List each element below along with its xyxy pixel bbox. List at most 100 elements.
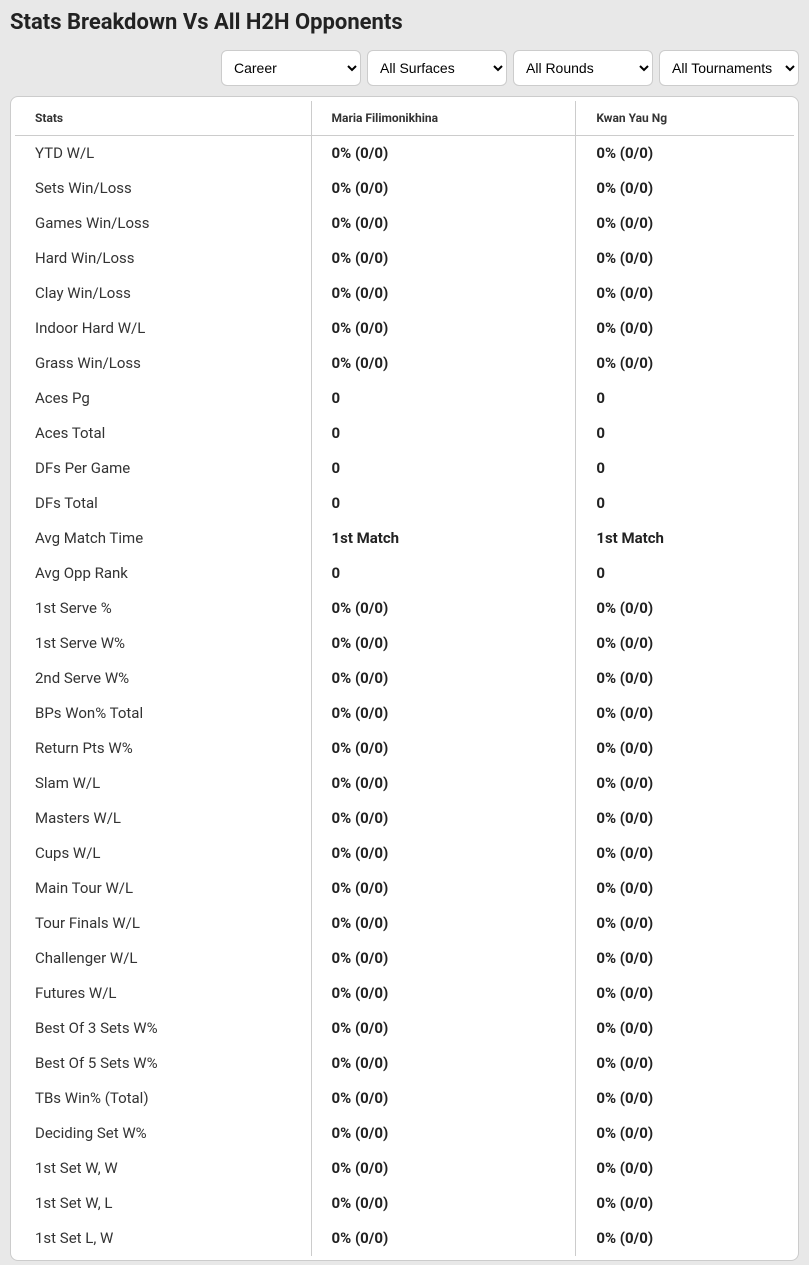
table-row: YTD W/L0% (0/0)0% (0/0) bbox=[15, 136, 794, 171]
stat-value-player1: 0% (0/0) bbox=[311, 976, 576, 1011]
page-title: Stats Breakdown Vs All H2H Opponents bbox=[10, 10, 799, 35]
stats-table-container: Stats Maria Filimonikhina Kwan Yau Ng YT… bbox=[10, 96, 799, 1261]
stat-value-player1: 0% (0/0) bbox=[311, 1011, 576, 1046]
stat-label: Indoor Hard W/L bbox=[15, 311, 311, 346]
stat-value-player1: 0 bbox=[311, 381, 576, 416]
stat-value-player2: 0% (0/0) bbox=[576, 836, 794, 871]
stat-value-player2: 0% (0/0) bbox=[576, 1151, 794, 1186]
tournaments-select[interactable]: All Tournaments bbox=[659, 50, 799, 86]
stat-value-player2: 0% (0/0) bbox=[576, 661, 794, 696]
stat-value-player1: 0% (0/0) bbox=[311, 171, 576, 206]
stat-value-player2: 0% (0/0) bbox=[576, 241, 794, 276]
stat-value-player1: 0% (0/0) bbox=[311, 1046, 576, 1081]
stat-value-player1: 0 bbox=[311, 416, 576, 451]
stat-value-player2: 0% (0/0) bbox=[576, 171, 794, 206]
stat-label: Hard Win/Loss bbox=[15, 241, 311, 276]
stat-value-player1: 0% (0/0) bbox=[311, 1221, 576, 1256]
stat-value-player2: 0 bbox=[576, 451, 794, 486]
stat-value-player2: 0 bbox=[576, 486, 794, 521]
table-row: Indoor Hard W/L0% (0/0)0% (0/0) bbox=[15, 311, 794, 346]
table-row: BPs Won% Total0% (0/0)0% (0/0) bbox=[15, 696, 794, 731]
stat-value-player1: 1st Match bbox=[311, 521, 576, 556]
stat-value-player1: 0% (0/0) bbox=[311, 1186, 576, 1221]
table-row: Aces Total00 bbox=[15, 416, 794, 451]
stat-label: Avg Opp Rank bbox=[15, 556, 311, 591]
stat-value-player1: 0% (0/0) bbox=[311, 311, 576, 346]
stat-value-player1: 0% (0/0) bbox=[311, 1081, 576, 1116]
stat-value-player2: 0% (0/0) bbox=[576, 311, 794, 346]
stat-label: Best Of 3 Sets W% bbox=[15, 1011, 311, 1046]
stat-value-player2: 0% (0/0) bbox=[576, 731, 794, 766]
stat-label: 1st Set L, W bbox=[15, 1221, 311, 1256]
table-row: Masters W/L0% (0/0)0% (0/0) bbox=[15, 801, 794, 836]
stat-value-player1: 0% (0/0) bbox=[311, 731, 576, 766]
stat-label: Aces Total bbox=[15, 416, 311, 451]
rounds-select[interactable]: All Rounds bbox=[513, 50, 653, 86]
stat-value-player2: 0% (0/0) bbox=[576, 1116, 794, 1151]
stat-value-player2: 0% (0/0) bbox=[576, 206, 794, 241]
stat-value-player1: 0 bbox=[311, 451, 576, 486]
stat-value-player1: 0% (0/0) bbox=[311, 941, 576, 976]
table-row: 1st Set W, W0% (0/0)0% (0/0) bbox=[15, 1151, 794, 1186]
table-row: Clay Win/Loss0% (0/0)0% (0/0) bbox=[15, 276, 794, 311]
table-row: 1st Set L, W0% (0/0)0% (0/0) bbox=[15, 1221, 794, 1256]
table-row: Slam W/L0% (0/0)0% (0/0) bbox=[15, 766, 794, 801]
stat-label: 1st Serve % bbox=[15, 591, 311, 626]
table-row: Deciding Set W%0% (0/0)0% (0/0) bbox=[15, 1116, 794, 1151]
table-row: Sets Win/Loss0% (0/0)0% (0/0) bbox=[15, 171, 794, 206]
stat-value-player2: 0 bbox=[576, 416, 794, 451]
stat-value-player1: 0% (0/0) bbox=[311, 206, 576, 241]
table-row: Aces Pg00 bbox=[15, 381, 794, 416]
table-row: Games Win/Loss0% (0/0)0% (0/0) bbox=[15, 206, 794, 241]
surfaces-select[interactable]: All Surfaces bbox=[367, 50, 507, 86]
table-row: 1st Serve W%0% (0/0)0% (0/0) bbox=[15, 626, 794, 661]
table-row: Best Of 3 Sets W%0% (0/0)0% (0/0) bbox=[15, 1011, 794, 1046]
stat-value-player2: 1st Match bbox=[576, 521, 794, 556]
stat-value-player2: 0 bbox=[576, 556, 794, 591]
table-row: Main Tour W/L0% (0/0)0% (0/0) bbox=[15, 871, 794, 906]
stat-label: Best Of 5 Sets W% bbox=[15, 1046, 311, 1081]
stat-value-player2: 0% (0/0) bbox=[576, 941, 794, 976]
table-row: Futures W/L0% (0/0)0% (0/0) bbox=[15, 976, 794, 1011]
stat-value-player2: 0% (0/0) bbox=[576, 1046, 794, 1081]
stat-value-player2: 0% (0/0) bbox=[576, 801, 794, 836]
table-row: Return Pts W%0% (0/0)0% (0/0) bbox=[15, 731, 794, 766]
table-row: Hard Win/Loss0% (0/0)0% (0/0) bbox=[15, 241, 794, 276]
stat-label: Masters W/L bbox=[15, 801, 311, 836]
table-row: Tour Finals W/L0% (0/0)0% (0/0) bbox=[15, 906, 794, 941]
stat-label: 1st Serve W% bbox=[15, 626, 311, 661]
stat-label: Aces Pg bbox=[15, 381, 311, 416]
stat-value-player1: 0% (0/0) bbox=[311, 836, 576, 871]
table-row: Grass Win/Loss0% (0/0)0% (0/0) bbox=[15, 346, 794, 381]
stat-label: TBs Win% (Total) bbox=[15, 1081, 311, 1116]
stat-value-player2: 0% (0/0) bbox=[576, 1186, 794, 1221]
stat-label: Avg Match Time bbox=[15, 521, 311, 556]
stat-value-player2: 0% (0/0) bbox=[576, 766, 794, 801]
stat-label: DFs Per Game bbox=[15, 451, 311, 486]
stat-value-player2: 0% (0/0) bbox=[576, 696, 794, 731]
stat-value-player2: 0 bbox=[576, 381, 794, 416]
stat-label: 1st Set W, L bbox=[15, 1186, 311, 1221]
stat-value-player2: 0% (0/0) bbox=[576, 1011, 794, 1046]
stat-label: Grass Win/Loss bbox=[15, 346, 311, 381]
stat-label: Clay Win/Loss bbox=[15, 276, 311, 311]
stat-label: YTD W/L bbox=[15, 136, 311, 171]
stat-value-player1: 0% (0/0) bbox=[311, 766, 576, 801]
stat-value-player2: 0% (0/0) bbox=[576, 346, 794, 381]
stat-value-player1: 0% (0/0) bbox=[311, 906, 576, 941]
stat-value-player1: 0% (0/0) bbox=[311, 276, 576, 311]
stat-value-player1: 0 bbox=[311, 486, 576, 521]
stat-value-player1: 0% (0/0) bbox=[311, 136, 576, 171]
stat-label: Challenger W/L bbox=[15, 941, 311, 976]
career-select[interactable]: Career bbox=[221, 50, 361, 86]
table-row: DFs Per Game00 bbox=[15, 451, 794, 486]
filter-bar: Career All Surfaces All Rounds All Tourn… bbox=[10, 50, 799, 86]
stat-value-player2: 0% (0/0) bbox=[576, 976, 794, 1011]
table-row: Avg Opp Rank00 bbox=[15, 556, 794, 591]
stat-value-player2: 0% (0/0) bbox=[576, 1221, 794, 1256]
table-row: Avg Match Time1st Match1st Match bbox=[15, 521, 794, 556]
table-row: TBs Win% (Total)0% (0/0)0% (0/0) bbox=[15, 1081, 794, 1116]
stat-value-player1: 0 bbox=[311, 556, 576, 591]
stat-value-player1: 0% (0/0) bbox=[311, 696, 576, 731]
stat-value-player2: 0% (0/0) bbox=[576, 1081, 794, 1116]
